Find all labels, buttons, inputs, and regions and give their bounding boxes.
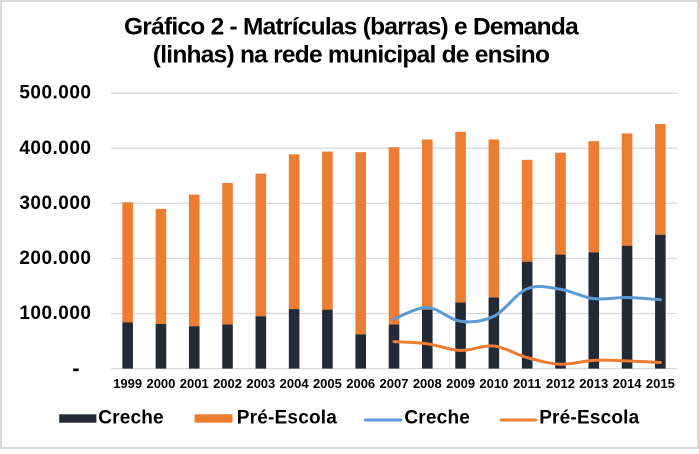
- svg-text:2009: 2009: [446, 376, 475, 391]
- svg-text:100.000: 100.000: [19, 303, 91, 324]
- svg-text:Gráfico 2 - Matrículas (barras: Gráfico 2 - Matrículas (barras) e Demand…: [124, 14, 579, 41]
- svg-text:1999: 1999: [113, 376, 142, 391]
- svg-text:Pré-Escola: Pré-Escola: [539, 408, 639, 429]
- svg-text:2000: 2000: [146, 376, 175, 391]
- svg-text:2006: 2006: [346, 376, 375, 391]
- svg-text:2003: 2003: [246, 376, 275, 391]
- svg-text:Creche: Creche: [404, 408, 470, 429]
- svg-text:2005: 2005: [313, 376, 342, 391]
- svg-text:2012: 2012: [546, 376, 575, 391]
- svg-text:300.000: 300.000: [19, 193, 91, 214]
- svg-text:Pré-Escola: Pré-Escola: [237, 408, 337, 429]
- svg-text:200.000: 200.000: [19, 248, 91, 269]
- svg-text:2001: 2001: [180, 376, 209, 391]
- svg-text:2015: 2015: [646, 376, 675, 391]
- svg-text:2011: 2011: [513, 376, 541, 391]
- svg-text:2008: 2008: [413, 376, 442, 391]
- svg-text:500.000: 500.000: [19, 83, 91, 104]
- svg-text:2007: 2007: [380, 376, 409, 391]
- svg-text:2004: 2004: [280, 376, 310, 391]
- svg-text:2002: 2002: [213, 376, 242, 391]
- svg-text:2014: 2014: [613, 376, 643, 391]
- svg-text:Creche: Creche: [98, 408, 164, 429]
- svg-text:2010: 2010: [479, 376, 508, 391]
- svg-text:400.000: 400.000: [19, 138, 91, 159]
- svg-text:(linhas) na rede municipal de: (linhas) na rede municipal de ensino: [153, 42, 550, 69]
- svg-text:2013: 2013: [579, 376, 608, 391]
